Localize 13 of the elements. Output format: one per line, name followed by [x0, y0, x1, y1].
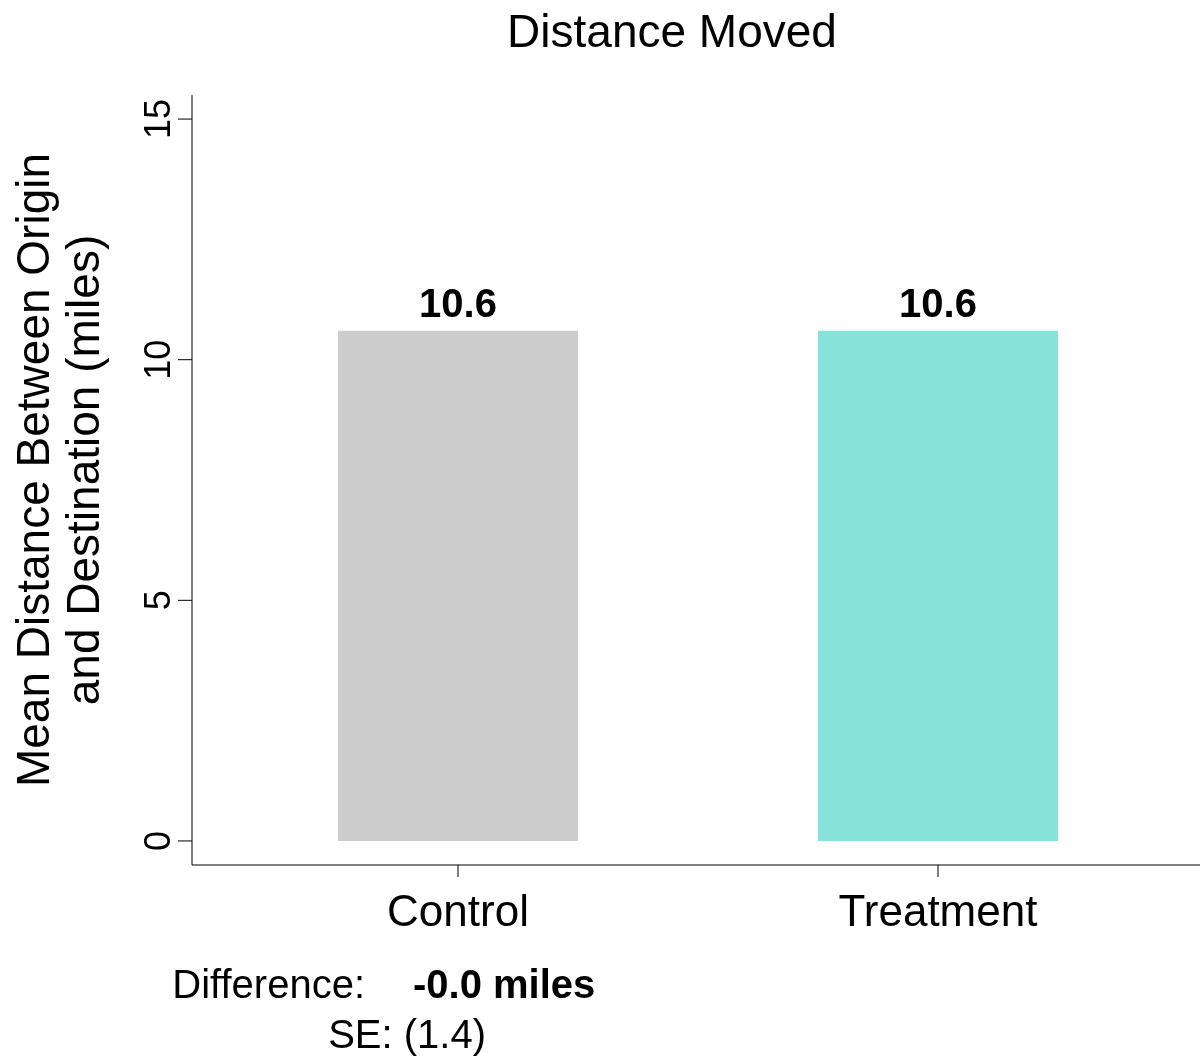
text: SE: (1.4) — [327, 1012, 486, 1057]
y-tick-label: 5 — [137, 590, 178, 611]
data-label: 10.6 — [899, 280, 977, 325]
x-tick-label: Treatment — [838, 886, 1038, 936]
y-axis-title: Mean Distance Between Origin and Destination (miles) — [7, 151, 109, 790]
x-tick-label: Control — [387, 886, 529, 936]
y-tick-label: 10 — [137, 339, 178, 380]
text: -0.0 miles — [413, 962, 596, 1007]
chart-title: Distance Moved — [506, 4, 838, 58]
y-tick-label: 15 — [137, 99, 178, 140]
data-label: 10.6 — [419, 280, 497, 325]
text: Difference: — [171, 962, 365, 1007]
y-tick-label: 0 — [137, 830, 178, 851]
